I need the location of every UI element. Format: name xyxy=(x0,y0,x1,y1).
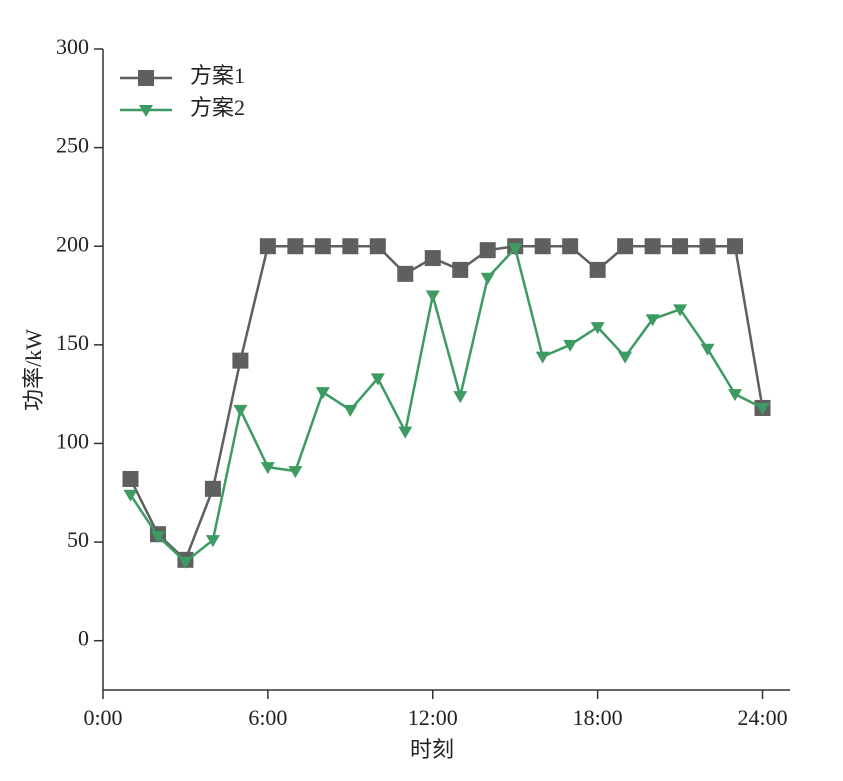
x-axis-label: 时刻 xyxy=(410,737,454,762)
marker xyxy=(453,391,468,404)
marker xyxy=(425,290,440,303)
marker xyxy=(534,238,551,255)
marker xyxy=(205,535,220,548)
y-tick-label: 50 xyxy=(67,527,89,552)
marker xyxy=(727,238,744,255)
marker xyxy=(260,462,275,475)
marker xyxy=(150,531,165,544)
marker xyxy=(398,426,413,439)
marker xyxy=(728,389,743,402)
legend-marker xyxy=(138,70,154,86)
marker xyxy=(618,351,633,364)
y-tick-label: 0 xyxy=(78,626,89,651)
marker xyxy=(508,243,523,256)
marker xyxy=(479,242,496,259)
marker xyxy=(562,238,579,255)
marker xyxy=(673,304,688,317)
marker xyxy=(178,556,193,569)
marker xyxy=(424,250,441,267)
marker xyxy=(535,351,550,364)
y-tick-label: 150 xyxy=(56,330,89,355)
marker xyxy=(589,261,606,278)
marker xyxy=(233,404,248,417)
series-line xyxy=(129,244,764,563)
marker xyxy=(315,387,330,400)
marker xyxy=(699,238,716,255)
marker xyxy=(123,489,138,502)
legend-label: 方案2 xyxy=(190,95,245,120)
marker xyxy=(259,238,276,255)
x-tick-label: 0:00 xyxy=(83,705,122,730)
marker xyxy=(480,272,495,285)
marker xyxy=(617,238,634,255)
marker xyxy=(204,480,221,497)
marker xyxy=(287,238,304,255)
y-axis-label: 功率/kW xyxy=(21,329,46,411)
marker xyxy=(563,339,578,352)
marker xyxy=(122,470,139,487)
marker xyxy=(645,314,660,327)
x-tick-label: 18:00 xyxy=(573,705,623,730)
marker xyxy=(369,238,386,255)
legend-marker xyxy=(139,105,153,117)
marker xyxy=(452,261,469,278)
y-tick-label: 200 xyxy=(56,231,89,256)
x-tick-label: 6:00 xyxy=(248,705,287,730)
marker xyxy=(672,238,689,255)
marker xyxy=(343,404,358,417)
marker xyxy=(700,343,715,356)
legend-label: 方案1 xyxy=(190,63,245,88)
y-tick-label: 300 xyxy=(56,34,89,59)
marker xyxy=(397,265,414,282)
marker xyxy=(755,402,770,415)
marker xyxy=(288,466,303,479)
x-tick-label: 12:00 xyxy=(408,705,458,730)
y-tick-label: 100 xyxy=(56,429,89,454)
y-tick-label: 250 xyxy=(56,133,89,158)
marker xyxy=(314,238,331,255)
marker xyxy=(590,322,605,335)
series-line xyxy=(129,245,764,564)
x-tick-label: 24:00 xyxy=(737,705,787,730)
marker xyxy=(370,373,385,386)
marker xyxy=(644,238,661,255)
marker xyxy=(232,352,249,369)
marker xyxy=(342,238,359,255)
